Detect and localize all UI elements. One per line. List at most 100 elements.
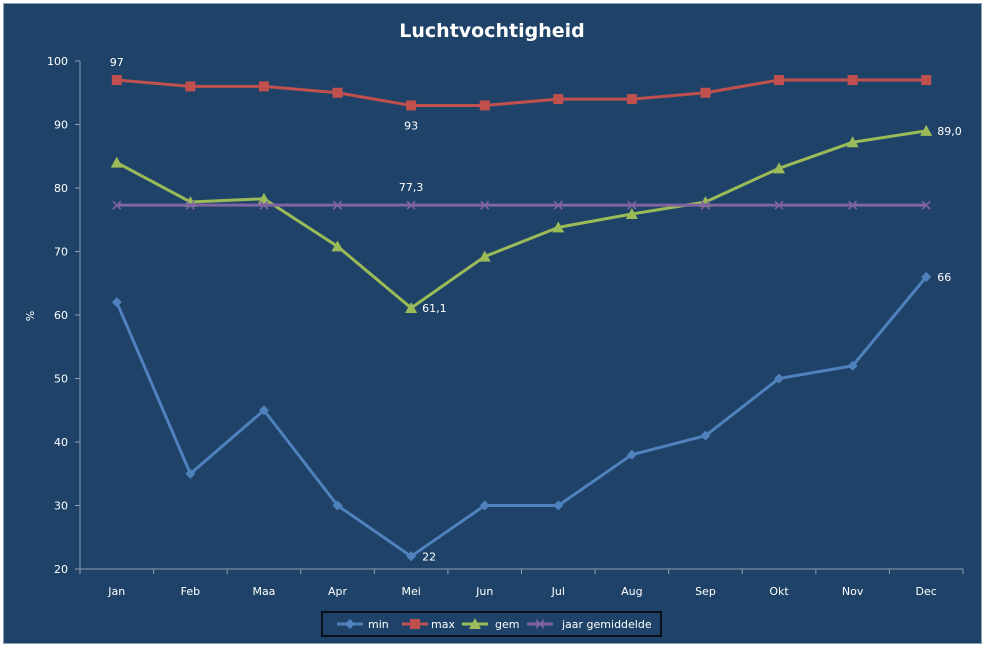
x-tick-label: Sep: [695, 585, 716, 598]
data-point-jaar-gemiddelde: [848, 200, 858, 210]
data-point-min: [332, 500, 343, 511]
y-tick-label: 80: [54, 182, 68, 195]
x-tick-label: Apr: [328, 585, 348, 598]
x-tick-label: Okt: [769, 585, 789, 598]
x-tick-label: Dec: [916, 585, 937, 598]
y-tick-label: 60: [54, 309, 68, 322]
data-label: 97: [110, 56, 124, 69]
data-point-jaar-gemiddelde: [700, 200, 711, 210]
legend-label: min: [368, 618, 389, 631]
data-label: 89,0: [937, 125, 962, 138]
legend-marker: [345, 619, 355, 629]
data-point-min: [185, 468, 196, 479]
data-label: 61,1: [422, 302, 447, 315]
series-gem: [110, 124, 933, 314]
data-label: 66: [937, 271, 951, 284]
data-point-max: [847, 75, 858, 86]
data-label: 77,3: [399, 181, 424, 194]
data-point-max: [626, 94, 637, 105]
legend-item-gem: gem: [462, 618, 519, 631]
data-point-jaar-gemiddelde: [112, 200, 122, 210]
data-point-jaar-gemiddelde: [406, 200, 416, 210]
data-point-min: [553, 500, 564, 511]
data-point-min: [847, 360, 858, 371]
data-point-jaar-gemiddelde: [627, 200, 637, 210]
series-max: [111, 75, 932, 111]
data-point-min: [406, 551, 417, 562]
y-tick-label: 40: [54, 436, 68, 449]
data-point-jaar-gemiddelde: [185, 200, 195, 210]
data-point-min: [774, 373, 785, 384]
x-tick-label: Jan: [107, 585, 125, 598]
legend-marker: [469, 618, 481, 629]
x-tick-label: Maa: [252, 585, 275, 598]
axes: 20 30 40 50 60 70 80 90 100 Jan Feb Maa Apr Mei Jun Jul…: [47, 55, 964, 598]
data-point-max: [921, 75, 932, 86]
data-point-jaar-gemiddelde: [553, 200, 563, 210]
data-point-min: [626, 449, 637, 460]
y-tick-label: 30: [54, 500, 68, 513]
chart-title: Luchtvochtigheid: [399, 20, 584, 42]
data-point-min: [258, 405, 269, 416]
series-min: [111, 271, 932, 562]
data-label: 93: [404, 119, 418, 132]
data-point-max: [700, 87, 711, 98]
legend-box: [321, 611, 662, 637]
legend-item-max: max: [402, 618, 455, 631]
legend-marker: [410, 619, 420, 629]
y-tick-label: 70: [54, 246, 68, 259]
data-point-gem: [920, 124, 933, 136]
data-point-min: [921, 271, 932, 282]
data-point-jaar-gemiddelde: [774, 200, 784, 210]
legend-item-min: min: [337, 618, 389, 631]
data-point-min: [111, 297, 122, 308]
data-point-gem: [331, 240, 344, 252]
x-tick-label: Feb: [181, 585, 200, 598]
y-axis-label: %: [24, 311, 37, 321]
data-point-max: [258, 81, 269, 92]
y-tick-label: 100: [47, 55, 68, 68]
data-point-gem: [846, 136, 859, 148]
series-jaar-gemiddelde: [112, 200, 931, 210]
data-point-jaar-gemiddelde: [921, 200, 931, 210]
data-point-max: [406, 100, 417, 111]
y-tick-label: 20: [54, 563, 68, 576]
data-point-max: [479, 100, 490, 111]
x-tick-label: Jun: [475, 585, 493, 598]
data-point-jaar-gemiddelde: [480, 200, 490, 210]
x-tick-label: Aug: [621, 585, 642, 598]
y-tick-label: 50: [54, 373, 68, 386]
data-point-min: [700, 430, 711, 441]
annotation-layer: 97 93 77,3 61,1 89,0 22 66: [110, 56, 962, 563]
legend-label: jaar gemiddelde: [561, 618, 652, 631]
legend-marker: [535, 619, 545, 629]
y-tick-label: 90: [54, 119, 68, 132]
legend-item-jaar-gemiddelde: jaar gemiddelde: [527, 618, 652, 631]
series-line-min: [115, 275, 928, 558]
legend-label: gem: [495, 618, 519, 631]
data-point-min: [479, 500, 490, 511]
series-line-gem: [116, 129, 927, 310]
x-tick-label: Jul: [551, 585, 565, 598]
data-point-gem: [552, 221, 565, 233]
legend: min max gem jaar gemiddelde: [321, 611, 662, 637]
chart-frame: [3, 3, 982, 644]
data-point-max: [553, 94, 564, 105]
series-line-max: [116, 78, 927, 107]
data-point-max: [185, 81, 196, 92]
legend-label: max: [431, 618, 455, 631]
data-point-gem: [110, 156, 123, 168]
data-label: 22: [422, 550, 436, 563]
data-point-jaar-gemiddelde: [259, 200, 269, 210]
x-tick-label: Nov: [842, 585, 864, 598]
data-point-gem: [478, 250, 491, 262]
data-point-gem: [405, 302, 418, 314]
data-point-max: [774, 75, 785, 86]
data-point-max: [332, 87, 343, 98]
data-point-gem: [773, 162, 786, 174]
data-point-max: [111, 75, 122, 86]
data-point-gem: [625, 208, 638, 220]
x-tick-label: Mei: [401, 585, 420, 598]
data-point-jaar-gemiddelde: [332, 200, 343, 210]
